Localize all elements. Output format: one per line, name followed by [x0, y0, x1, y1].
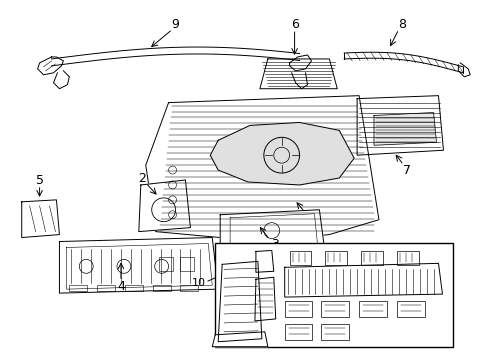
Text: 10: 10 [191, 278, 205, 288]
Text: 7: 7 [402, 163, 410, 176]
Bar [69, 285, 87, 291]
Bar [396, 301, 424, 317]
Polygon shape [220, 210, 324, 251]
Polygon shape [284, 264, 442, 297]
Text: 6: 6 [290, 18, 298, 31]
Bar [289, 251, 311, 265]
Bar [360, 251, 382, 265]
Polygon shape [145, 96, 378, 239]
Text: 8: 8 [397, 18, 405, 31]
Polygon shape [21, 200, 60, 238]
Text: 9: 9 [171, 18, 179, 31]
Bar [358, 301, 386, 317]
Bar [321, 324, 348, 340]
Text: 5: 5 [36, 174, 43, 186]
Polygon shape [139, 180, 190, 231]
Bar [180, 257, 194, 271]
Polygon shape [38, 57, 63, 75]
Bar [284, 324, 312, 340]
Text: 2: 2 [138, 171, 145, 185]
Polygon shape [259, 59, 337, 89]
Text: 11: 11 [241, 251, 254, 261]
Bar [321, 301, 348, 317]
Bar [180, 285, 198, 291]
Bar [158, 257, 172, 271]
Polygon shape [212, 332, 267, 347]
Polygon shape [356, 96, 443, 155]
Text: 4: 4 [117, 280, 124, 293]
Bar [396, 251, 418, 265]
Polygon shape [291, 73, 307, 89]
Polygon shape [218, 261, 262, 342]
Bar [97, 285, 115, 291]
Polygon shape [53, 71, 69, 89]
Polygon shape [289, 55, 311, 71]
Polygon shape [210, 122, 353, 185]
Polygon shape [373, 113, 436, 145]
Bar [215, 243, 452, 347]
Polygon shape [254, 277, 275, 321]
Text: 3: 3 [270, 238, 278, 251]
Bar [284, 301, 312, 317]
Text: 12: 12 [419, 290, 433, 300]
Polygon shape [60, 238, 218, 293]
Bar [124, 285, 142, 291]
Text: 1: 1 [310, 215, 318, 228]
Polygon shape [255, 251, 273, 272]
Bar [152, 285, 170, 291]
Bar [325, 251, 346, 265]
